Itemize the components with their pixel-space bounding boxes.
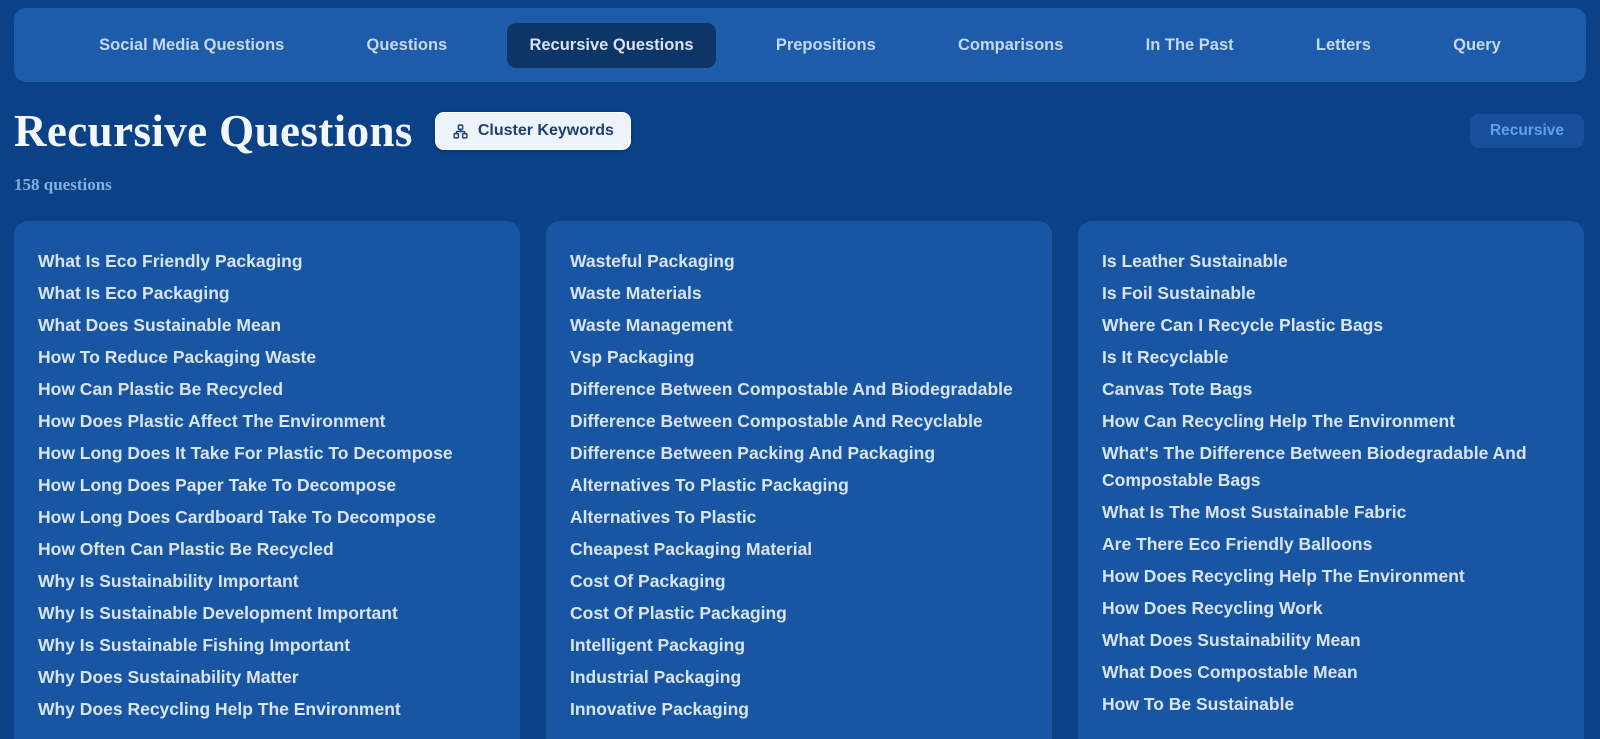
question-item[interactable]: Why Is Sustainability Important xyxy=(38,571,299,591)
question-item[interactable]: Why Does Recycling Help The Environment xyxy=(38,699,401,719)
page-title: Recursive Questions xyxy=(14,106,413,156)
cluster-keywords-button-label: Cluster Keywords xyxy=(477,122,614,139)
question-item[interactable]: How Can Recycling Help The Environment xyxy=(1102,411,1455,431)
question-item[interactable]: Why Is Sustainable Fishing Important xyxy=(38,635,351,655)
question-item[interactable]: Is Foil Sustainable xyxy=(1102,283,1256,303)
question-item[interactable]: Industrial Packaging xyxy=(570,667,742,687)
question-item[interactable]: How Does Plastic Affect The Environment xyxy=(38,411,386,431)
question-card-3: Is Leather Sustainable Is Foil Sustainabl… xyxy=(1078,221,1584,739)
question-item[interactable]: What Is The Most Sustainable Fabric xyxy=(1102,502,1407,522)
question-item[interactable]: Where Can I Recycle Plastic Bags xyxy=(1102,315,1384,335)
question-item[interactable]: How Long Does Cardboard Take To Decompos… xyxy=(38,507,437,527)
question-item[interactable]: How Often Can Plastic Be Recycled xyxy=(38,539,334,559)
question-item[interactable]: What's The Difference Between Biodegrada… xyxy=(1102,443,1527,490)
recursive-type-badge: Recursive xyxy=(1469,114,1584,148)
question-item[interactable]: Vsp Packaging xyxy=(570,347,695,367)
nav-tab-recursive-questions[interactable]: Recursive Questions xyxy=(507,22,716,68)
question-item[interactable]: How Can Plastic Be Recycled xyxy=(38,379,284,399)
nav-tab-social-media-questions[interactable]: Social Media Questions xyxy=(99,35,285,54)
nav-tab-in-the-past[interactable]: In The Past xyxy=(1145,35,1234,54)
nav-tab-letters[interactable]: Letters xyxy=(1315,35,1371,54)
question-item[interactable]: What Does Sustainable Mean xyxy=(38,315,282,335)
question-item[interactable]: How Does Recycling Work xyxy=(1102,598,1323,618)
question-item[interactable]: What Does Compostable Mean xyxy=(1102,662,1358,682)
question-item[interactable]: Canvas Tote Bags xyxy=(1102,379,1253,399)
question-item[interactable]: Waste Management xyxy=(570,315,733,335)
question-item[interactable]: Intelligent Packaging xyxy=(570,635,746,655)
question-item[interactable]: How Does Recycling Help The Environment xyxy=(1102,566,1465,586)
question-item[interactable]: Is It Recyclable xyxy=(1102,347,1229,367)
question-item[interactable]: Cheapest Packaging Material xyxy=(570,539,813,559)
question-item[interactable]: Cost Of Packaging xyxy=(570,571,726,591)
question-count: 158 questions xyxy=(14,175,112,194)
question-item[interactable]: How Long Does Paper Take To Decompose xyxy=(38,475,397,495)
cluster-keywords-button[interactable]: Cluster Keywords xyxy=(434,112,631,150)
question-item[interactable]: Innovative Packaging xyxy=(570,699,749,719)
nav-tab-comparisons[interactable]: Comparisons xyxy=(957,35,1064,54)
question-item[interactable]: How Long Does It Take For Plastic To Dec… xyxy=(38,443,453,463)
question-item[interactable]: Difference Between Compostable And Recyc… xyxy=(570,411,983,431)
question-item[interactable]: How To Reduce Packaging Waste xyxy=(38,347,317,367)
question-item[interactable]: Why Is Sustainable Development Important xyxy=(38,603,398,623)
question-item[interactable]: What Is Eco Friendly Packaging xyxy=(38,251,303,271)
question-item[interactable]: Wasteful Packaging xyxy=(570,251,735,271)
nav-tab-query[interactable]: Query xyxy=(1453,35,1501,54)
question-item[interactable]: Is Leather Sustainable xyxy=(1102,251,1288,271)
question-columns: What Is Eco Friendly Packaging What Is Ec… xyxy=(14,221,1584,739)
question-item[interactable]: Alternatives To Plastic Packaging xyxy=(570,475,849,495)
cluster-hierarchy-icon xyxy=(452,123,469,140)
nav-tab-questions[interactable]: Questions xyxy=(366,35,448,54)
question-item[interactable]: What Does Sustainability Mean xyxy=(1102,630,1361,650)
question-card-2: Wasteful Packaging Waste Materials Waste M… xyxy=(546,221,1052,739)
question-item[interactable]: How To Be Sustainable xyxy=(1102,694,1295,714)
page-header: Recursive Questions Cluster Keywords Rec… xyxy=(14,102,1584,160)
question-item[interactable]: Cost Of Plastic Packaging xyxy=(570,603,787,623)
question-item[interactable]: Alternatives To Plastic xyxy=(570,507,757,527)
question-item[interactable]: Difference Between Packing And Packaging xyxy=(570,443,936,463)
top-nav: Social Media Questions Questions Recursive… xyxy=(14,8,1586,82)
nav-tab-prepositions[interactable]: Prepositions xyxy=(775,35,876,54)
question-item[interactable]: Are There Eco Friendly Balloons xyxy=(1102,534,1373,554)
question-item[interactable]: Why Does Sustainability Matter xyxy=(38,667,299,687)
question-item[interactable]: What Is Eco Packaging xyxy=(38,283,230,303)
question-item[interactable]: Difference Between Compostable And Biode… xyxy=(570,379,1013,399)
question-card-1: What Is Eco Friendly Packaging What Is Ec… xyxy=(14,221,520,739)
question-item[interactable]: Waste Materials xyxy=(570,283,702,303)
